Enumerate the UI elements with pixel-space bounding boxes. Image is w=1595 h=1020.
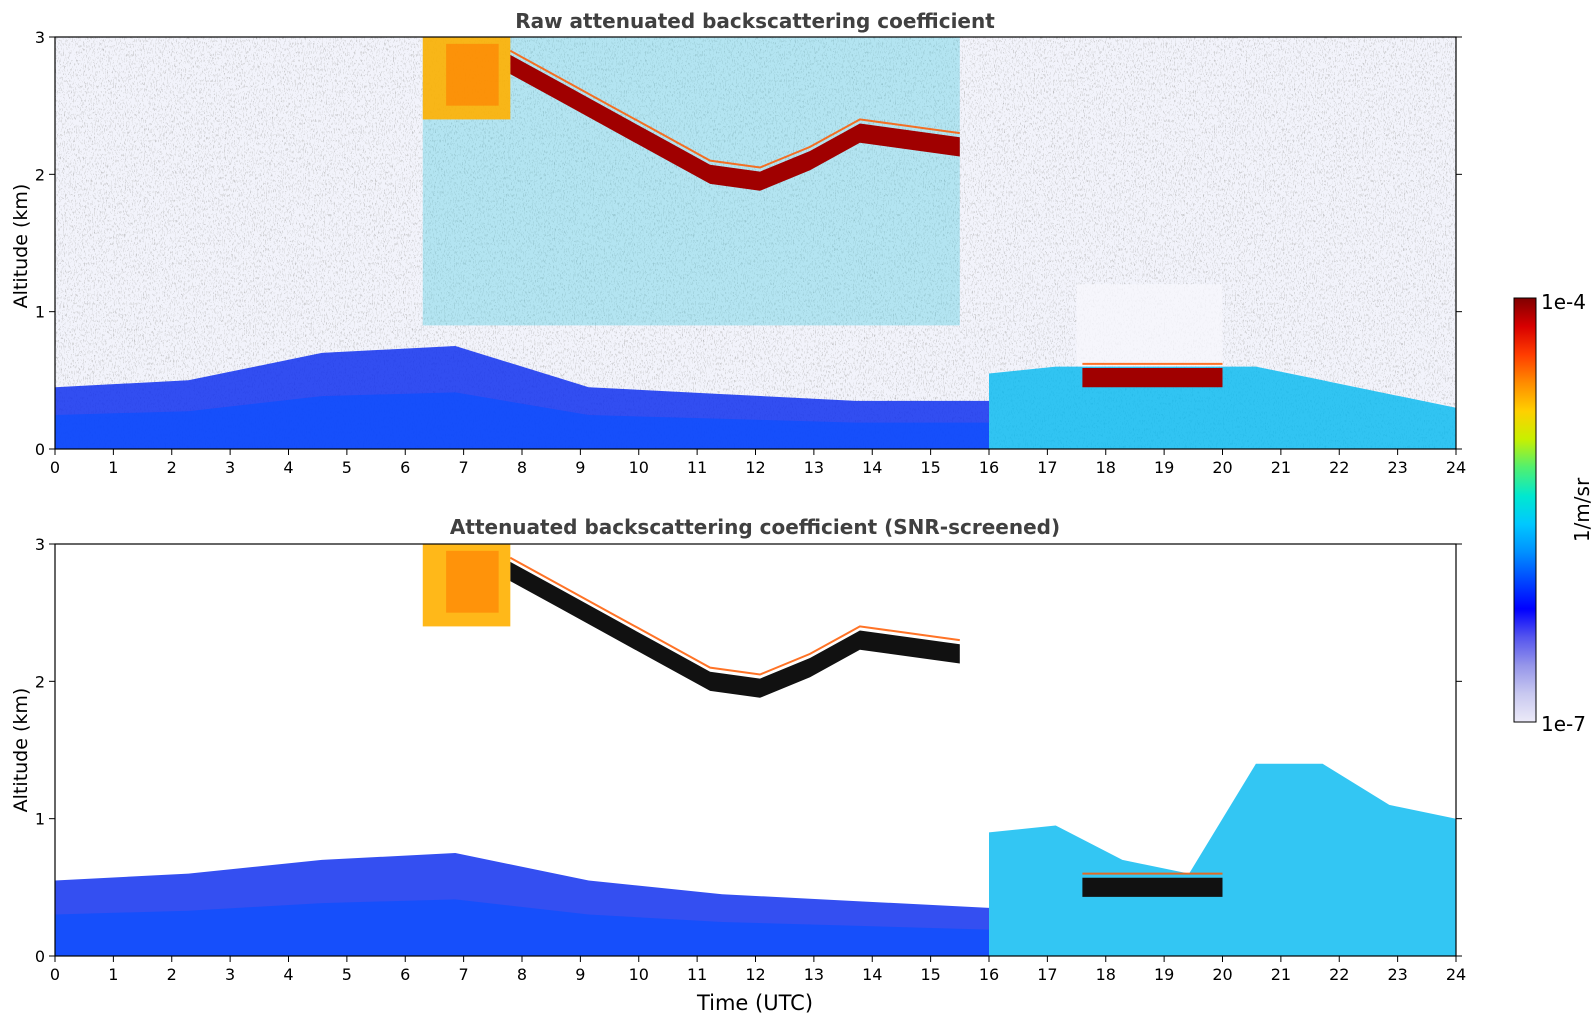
x-tick-label: 6	[400, 965, 410, 984]
snr-screened-panel: Attenuated backscattering coefficient (S…	[10, 515, 1466, 1015]
colorbar-gradient	[1513, 297, 1537, 723]
layer-upper-cloud	[510, 561, 960, 698]
x-tick-label: 2	[167, 458, 177, 477]
x-tick-label: 19	[1154, 458, 1174, 477]
x-tick-label: 16	[979, 965, 999, 984]
x-tick-label: 4	[283, 965, 293, 984]
x-tick-label: 14	[862, 458, 882, 477]
x-tick-label: 13	[804, 965, 824, 984]
x-tick-label: 10	[629, 965, 649, 984]
y-tick-label: 0	[35, 440, 45, 459]
x-tick-label: 18	[1096, 965, 1116, 984]
x-tick-label: 20	[1212, 965, 1232, 984]
x-tick-label: 10	[629, 458, 649, 477]
x-tick-label: 19	[1154, 965, 1174, 984]
y-tick-label: 2	[35, 672, 45, 691]
y-axis-label: Altitude (km)	[10, 688, 32, 813]
y-ticks: 0 1 2 3	[35, 535, 1462, 966]
x-tick-label: 23	[1387, 965, 1407, 984]
x-tick-label: 3	[225, 965, 235, 984]
heatmap-area	[55, 37, 1456, 449]
colorbar: 1e-4 1e-7 1/m/sr	[1513, 290, 1594, 736]
x-tick-label: 0	[50, 965, 60, 984]
layer-edge-upper-cloud	[509, 49, 960, 169]
colorbar-min-label: 1e-7	[1541, 712, 1586, 736]
x-tick-label: 21	[1271, 458, 1291, 477]
x-tick-label: 24	[1446, 458, 1466, 477]
x-tick-label: 17	[1037, 965, 1057, 984]
x-tick-label: 21	[1271, 965, 1291, 984]
x-tick-label: 3	[225, 458, 235, 477]
heatmap-area	[55, 544, 1456, 956]
x-tick-label: 23	[1387, 458, 1407, 477]
x-tick-label: 11	[687, 965, 707, 984]
y-tick-label: 1	[35, 810, 45, 829]
raw-backscatter-panel: Raw attenuated backscattering coefficien…	[10, 9, 1466, 477]
x-tick-label: 15	[920, 965, 940, 984]
x-tick-label: 5	[342, 458, 352, 477]
layer-elevated-layer-16-24h	[989, 763, 1456, 956]
panel-title: Attenuated backscattering coefficient (S…	[450, 515, 1060, 539]
x-tick-label: 11	[687, 458, 707, 477]
x-tick-label: 0	[50, 458, 60, 477]
y-tick-label: 0	[35, 947, 45, 966]
layer-upper-cloud	[510, 54, 960, 191]
layer-core-boundary-layer-aerosol	[55, 392, 989, 449]
y-ticks: 0 1 2 3	[35, 28, 1462, 459]
x-tick-label: 12	[745, 965, 765, 984]
x-tick-label: 22	[1329, 965, 1349, 984]
x-tick-label: 1	[108, 458, 118, 477]
x-tick-label: 22	[1329, 458, 1349, 477]
x-tick-label: 17	[1037, 458, 1057, 477]
x-tick-label: 8	[517, 965, 527, 984]
x-tick-label: 18	[1096, 458, 1116, 477]
layer-cloud-layer	[1082, 877, 1223, 897]
layer-core-upper-aerosol	[446, 550, 499, 613]
x-tick-label: 15	[920, 458, 940, 477]
x-tick-label: 14	[862, 965, 882, 984]
x-tick-label: 8	[517, 458, 527, 477]
x-tick-label: 4	[283, 458, 293, 477]
x-tick-label: 16	[979, 458, 999, 477]
panel-title: Raw attenuated backscattering coefficien…	[515, 9, 995, 33]
x-tick-label: 1	[108, 965, 118, 984]
x-tick-label: 24	[1446, 965, 1466, 984]
x-tick-label: 5	[342, 965, 352, 984]
layer-core-boundary-layer-aerosol	[55, 899, 989, 956]
x-ticks: 0 1 2 3 4 5 6 7 8 9 10 11 12 13 14 15 16 17 18 19 20 21 22 23 24	[50, 956, 1466, 984]
colorbar-max-label: 1e-4	[1541, 290, 1586, 314]
y-axis-label: Altitude (km)	[10, 184, 32, 309]
layer-cloud-layer	[1082, 368, 1223, 388]
y-tick-label: 3	[35, 535, 45, 554]
x-tick-label: 9	[575, 458, 585, 477]
x-tick-label: 7	[459, 965, 469, 984]
x-tick-label: 6	[400, 458, 410, 477]
layer-core-upper-aerosol	[446, 43, 499, 106]
x-tick-label: 20	[1212, 458, 1232, 477]
y-tick-label: 1	[35, 303, 45, 322]
x-tick-label: 7	[459, 458, 469, 477]
upper-noise-region	[422, 37, 960, 326]
y-tick-label: 2	[35, 165, 45, 184]
y-tick-label: 3	[35, 28, 45, 47]
x-tick-label: 13	[804, 458, 824, 477]
x-tick-label: 12	[745, 458, 765, 477]
colorbar-unit-label: 1/m/sr	[1570, 477, 1594, 542]
x-tick-label: 2	[167, 965, 177, 984]
x-axis-label: Time (UTC)	[696, 991, 813, 1015]
layer-edge-upper-cloud	[509, 556, 960, 676]
x-ticks: 0 1 2 3 4 5 6 7 8 9 10 11 12 13 14 15 16 17 18 19 20 21 22 23 24	[50, 449, 1466, 477]
x-tick-label: 9	[575, 965, 585, 984]
low-signal-gap	[1076, 284, 1223, 367]
